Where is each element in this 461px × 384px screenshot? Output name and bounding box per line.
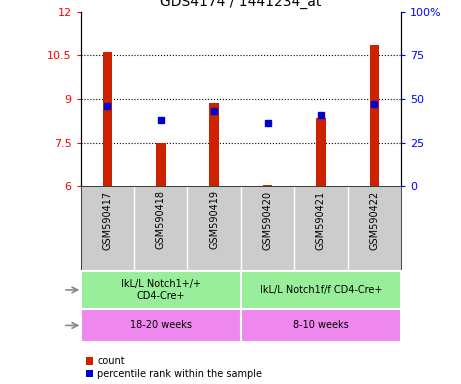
Text: GSM590420: GSM590420 [263,190,272,250]
Text: GSM590421: GSM590421 [316,190,326,250]
Bar [241,309,401,342]
Bar [156,142,165,186]
Text: 8-10 weeks: 8-10 weeks [293,320,349,331]
Bar [81,271,241,309]
Text: IkL/L Notch1+/+
CD4-Cre+: IkL/L Notch1+/+ CD4-Cre+ [121,279,201,301]
Bar [263,185,272,186]
Legend: count, percentile rank within the sample: count, percentile rank within the sample [86,356,262,379]
Bar [241,271,401,309]
Text: GSM590417: GSM590417 [102,190,112,250]
Text: IkL/L Notch1f/f CD4-Cre+: IkL/L Notch1f/f CD4-Cre+ [260,285,382,295]
Bar [102,52,112,186]
Text: GSM590418: GSM590418 [156,190,166,250]
Bar [209,103,219,186]
Bar [370,45,379,186]
Bar [81,309,241,342]
Text: GSM590419: GSM590419 [209,190,219,250]
Text: 18-20 weeks: 18-20 weeks [130,320,192,331]
Text: GSM590422: GSM590422 [369,190,379,250]
Bar [316,118,326,186]
Title: GDS4174 / 1441234_at: GDS4174 / 1441234_at [160,0,322,9]
